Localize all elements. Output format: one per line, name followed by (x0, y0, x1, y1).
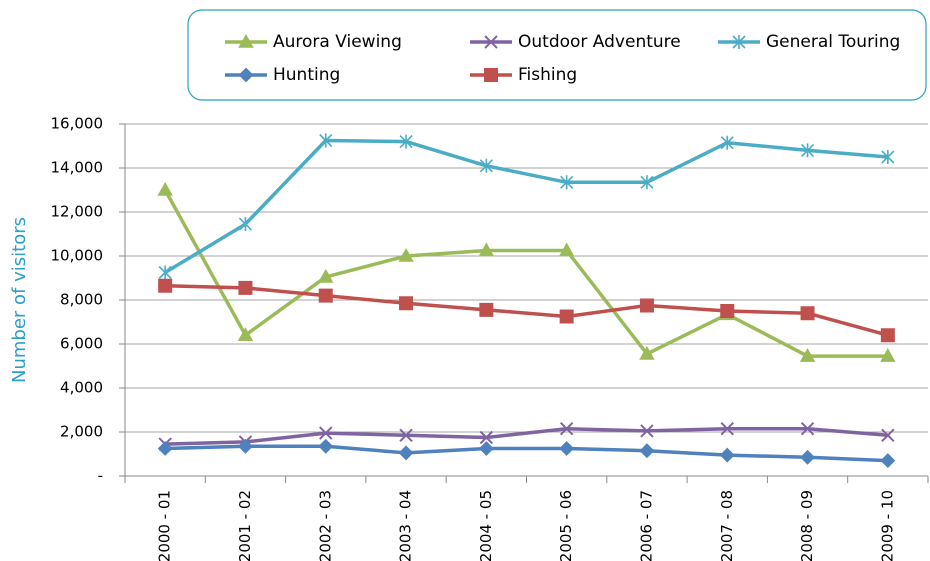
data-point (800, 306, 815, 321)
data-point (559, 309, 574, 324)
series-line (165, 283, 889, 337)
data-point (558, 242, 575, 257)
series-line (165, 444, 888, 463)
x-tick-label: 2004 - 05 (477, 490, 495, 561)
data-point (399, 428, 413, 443)
legend-label: Outdoor Adventure (518, 32, 681, 52)
data-point (559, 421, 574, 436)
y-tick-label: 16,000 (51, 115, 104, 133)
data-point (800, 421, 815, 436)
legend-marker (238, 67, 254, 83)
data-point (158, 265, 172, 280)
data-point (237, 327, 254, 341)
data-point (399, 296, 414, 311)
legend-marker (484, 68, 498, 82)
data-point (559, 441, 575, 456)
y-tick-label: 14,000 (51, 159, 104, 177)
y-tick-label: 4,000 (60, 379, 103, 397)
data-point (720, 421, 734, 436)
data-point (639, 345, 655, 360)
y-tick-label: 12,000 (51, 203, 104, 221)
data-point (639, 298, 654, 313)
legend-marker (732, 35, 746, 49)
x-tick-label: 2008 - 09 (798, 490, 816, 561)
y-axis-label: Number of visitors (9, 217, 30, 383)
legend-label: Hunting (273, 65, 340, 85)
data-point (880, 328, 895, 343)
data-point (880, 348, 896, 362)
data-point (479, 430, 494, 445)
data-point (881, 150, 895, 164)
series-line (165, 426, 888, 446)
x-tick-label: 2001 - 02 (236, 490, 254, 561)
data-point (158, 278, 173, 293)
data-point (398, 247, 414, 262)
legend-label: Fishing (518, 65, 577, 85)
legend-label: General Touring (766, 32, 900, 52)
data-point (318, 438, 334, 454)
data-point (560, 175, 574, 190)
data-point (639, 443, 655, 459)
data-point (640, 424, 654, 438)
data-point (319, 426, 333, 440)
x-tick-label: 2009 - 10 (878, 490, 896, 561)
data-point (640, 175, 654, 190)
data-point (318, 288, 333, 303)
data-point (479, 302, 494, 317)
series-line (163, 189, 888, 358)
x-tick-label: 2007 - 08 (718, 490, 736, 561)
data-point (238, 280, 253, 295)
legend-marker (238, 33, 254, 48)
y-tick-label: 8,000 (60, 291, 103, 309)
data-point (720, 135, 734, 150)
data-point (800, 449, 815, 465)
x-tick-label: 2002 - 03 (316, 490, 334, 561)
data-point (880, 453, 896, 469)
data-point (319, 133, 333, 148)
data-point (479, 158, 493, 173)
legend-box (187, 9, 927, 101)
series-line (164, 138, 888, 274)
data-point (799, 348, 816, 362)
data-point (157, 181, 173, 196)
data-point (881, 428, 895, 443)
legend-marker (484, 35, 498, 49)
legend-label: Aurora Viewing (273, 32, 402, 52)
y-tick-label: 2,000 (60, 423, 103, 441)
data-point (478, 242, 495, 257)
y-tick-label: - (98, 467, 103, 485)
data-point (719, 447, 735, 463)
y-tick-label: 10,000 (51, 247, 104, 265)
x-tick-label: 2006 - 07 (637, 490, 655, 561)
x-tick-label: 2005 - 06 (557, 490, 575, 561)
data-point (478, 441, 494, 456)
data-point (238, 438, 253, 454)
data-point (238, 217, 253, 232)
x-tick-label: 2003 - 04 (397, 490, 415, 561)
data-point (800, 143, 815, 158)
data-point (157, 441, 173, 456)
y-tick-label: 6,000 (60, 335, 103, 353)
data-point (318, 268, 334, 283)
data-point (399, 134, 413, 149)
data-point (398, 445, 414, 461)
x-tick-label: 2000 - 01 (156, 490, 174, 561)
data-point (720, 304, 735, 318)
